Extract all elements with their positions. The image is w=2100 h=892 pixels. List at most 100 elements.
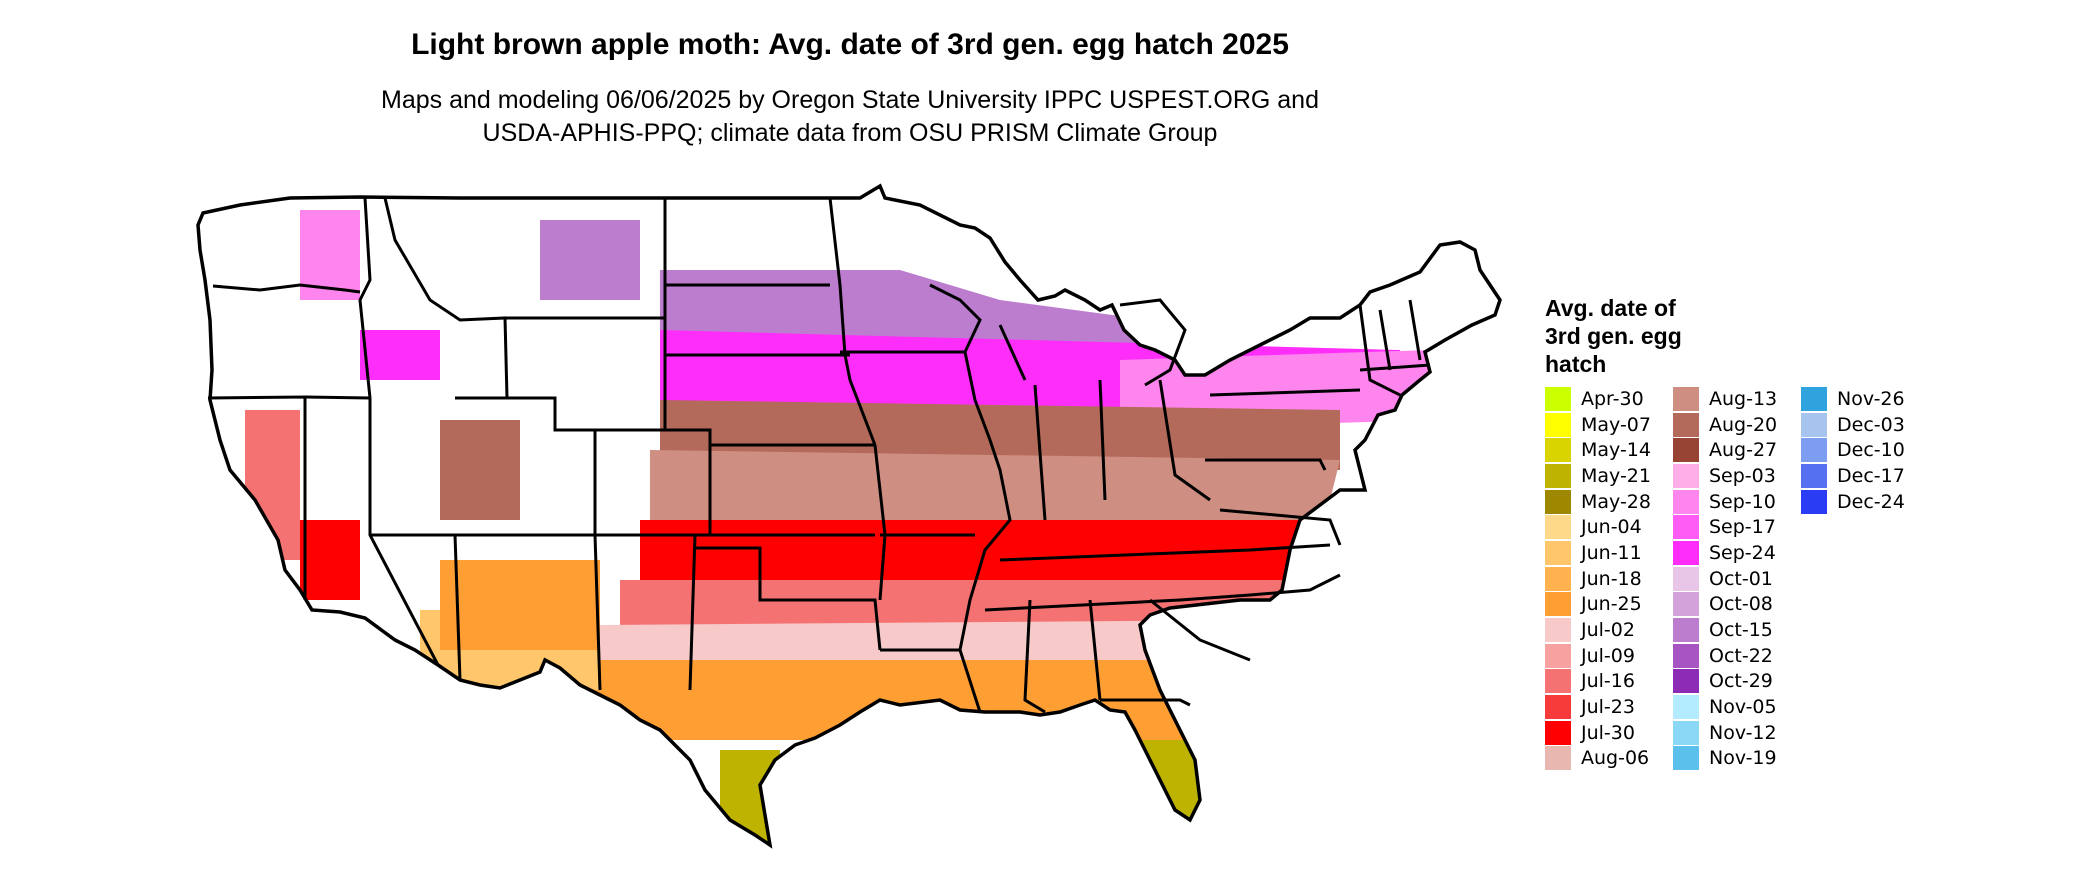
legend-label: Sep-10 (1709, 490, 1776, 513)
legend-swatch (1545, 438, 1571, 463)
legend-item: Nov-05 (1673, 694, 1801, 720)
legend-swatch (1801, 412, 1827, 437)
legend-swatch (1673, 540, 1699, 565)
legend-swatch (1673, 412, 1699, 437)
legend-swatch (1673, 386, 1699, 411)
state-line-ma (1359, 363, 1431, 372)
legend-item: Jul-16 (1545, 669, 1673, 695)
legend-column: Apr-30 May-07 May-14 May-21 May-28 Jun-04 Jun-… (1545, 386, 1673, 771)
state-line-al-ga (1088, 599, 1102, 701)
state-line-pa-md (1205, 458, 1327, 471)
state-line-ny-new-england (1358, 304, 1401, 397)
legend-item: May-07 (1545, 412, 1673, 438)
state-line-mississippi (958, 351, 1012, 713)
legend-swatch (1545, 720, 1571, 745)
state-line-tn-ky (999, 543, 1331, 562)
legend-swatch (1801, 463, 1827, 488)
legend-swatch (1801, 438, 1827, 463)
legend-swatch (1545, 592, 1571, 617)
state-line-pa-ny (1209, 388, 1361, 397)
legend-swatch (1673, 746, 1699, 771)
legend-swatch (1673, 592, 1699, 617)
map-legend: Avg. date of 3rd gen. egg hatch Apr-30 Ma… (1545, 294, 2065, 771)
hatch-zone-jul-30 (300, 520, 360, 600)
legend-label: May-21 (1581, 464, 1651, 487)
legend-label: Nov-12 (1709, 721, 1777, 744)
legend-label: Aug-13 (1709, 387, 1778, 410)
legend-item: Dec-03 (1801, 412, 1929, 438)
legend-item: Oct-01 (1673, 566, 1801, 592)
hatch-zone-aug-13 (650, 450, 1340, 540)
legend-label: Aug-27 (1709, 439, 1778, 462)
legend-item: Sep-24 (1673, 540, 1801, 566)
legend-column: Aug-13 Aug-20 Aug-27 Sep-03 Sep-10 Sep-17 Sep-… (1673, 386, 1801, 771)
legend-swatch (1673, 643, 1699, 668)
legend-label: Sep-24 (1709, 541, 1776, 564)
legend-swatch (1673, 720, 1699, 745)
legend-item: Jun-18 (1545, 566, 1673, 592)
legend-item: Dec-17 (1801, 463, 1929, 489)
legend-item: Aug-27 (1673, 437, 1801, 463)
state-line-vt-nh (1378, 309, 1392, 371)
state-line-wi-mn (929, 283, 982, 353)
legend-title-line-3: hatch (1545, 351, 1607, 377)
legend-label: Jul-16 (1581, 670, 1635, 693)
legend-label: Nov-26 (1837, 387, 1905, 410)
legend-item: Oct-15 (1673, 617, 1801, 643)
legend-label: Jun-04 (1581, 516, 1642, 539)
state-boundaries (207, 197, 1431, 714)
legend-swatch (1545, 463, 1571, 488)
legend-label: Jul-30 (1581, 721, 1635, 744)
state-line-il-in (1033, 384, 1047, 521)
legend-item: May-28 (1545, 489, 1673, 515)
legend-swatch (1673, 566, 1699, 591)
legend-swatch (1673, 515, 1699, 540)
legend-item: Jun-04 (1545, 514, 1673, 540)
state-line-ga-sc (1149, 598, 1251, 662)
state-line-nh-me (1408, 299, 1422, 361)
legend-swatch (1801, 489, 1827, 514)
state-line-mi-lower (1119, 298, 1187, 387)
subtitle-line-1: Maps and modeling 06/06/2025 by Oregon S… (381, 86, 1319, 114)
legend-item: Aug-06 (1545, 746, 1673, 772)
hatch-zone-sep-10 (300, 210, 360, 300)
legend-swatch (1545, 540, 1571, 565)
legend-item: Aug-20 (1673, 412, 1801, 438)
state-line-va-nc (1219, 508, 1342, 546)
legend-label: Oct-15 (1709, 619, 1773, 642)
legend-label: Jun-11 (1581, 541, 1642, 564)
legend-label: May-14 (1581, 439, 1651, 462)
legend-columns: Apr-30 May-07 May-14 May-21 May-28 Jun-04 Jun-… (1545, 386, 1929, 771)
legend-label: Dec-24 (1837, 490, 1905, 513)
state-line-nc-sc (1249, 573, 1341, 597)
legend-title-line-2: 3rd gen. egg (1545, 323, 1682, 349)
legend-label: Dec-17 (1837, 464, 1905, 487)
hatch-zone-jun-25 (440, 560, 600, 650)
legend-swatch (1545, 643, 1571, 668)
legend-label: Sep-03 (1709, 464, 1776, 487)
legend-swatch (1673, 438, 1699, 463)
state-line-nv-id (304, 395, 371, 400)
legend-label: Oct-01 (1709, 567, 1773, 590)
map-subtitle: Maps and modeling 06/06/2025 by Oregon S… (0, 84, 1700, 150)
legend-item: Jul-30 (1545, 720, 1673, 746)
legend-label: May-28 (1581, 490, 1651, 513)
legend-swatch (1801, 386, 1827, 411)
legend-label: Dec-03 (1837, 413, 1905, 436)
legend-swatch (1545, 746, 1571, 771)
legend-label: Dec-10 (1837, 439, 1905, 462)
legend-item: Sep-10 (1673, 489, 1801, 515)
legend-item: Jun-11 (1545, 540, 1673, 566)
legend-item: Jul-23 (1545, 694, 1673, 720)
legend-swatch (1673, 669, 1699, 694)
legend-label: Apr-30 (1581, 387, 1644, 410)
legend-item: Oct-08 (1673, 592, 1801, 618)
legend-label: Oct-29 (1709, 670, 1773, 693)
state-line-nm-west (593, 534, 602, 691)
legend-swatch (1545, 515, 1571, 540)
legend-swatch (1673, 695, 1699, 720)
legend-label: May-07 (1581, 413, 1651, 436)
legend-swatch (1545, 489, 1571, 514)
legend-column: Nov-26 Dec-03 Dec-10 Dec-17 Dec-24 (1801, 386, 1929, 771)
us-hatch-date-map (196, 184, 1502, 847)
